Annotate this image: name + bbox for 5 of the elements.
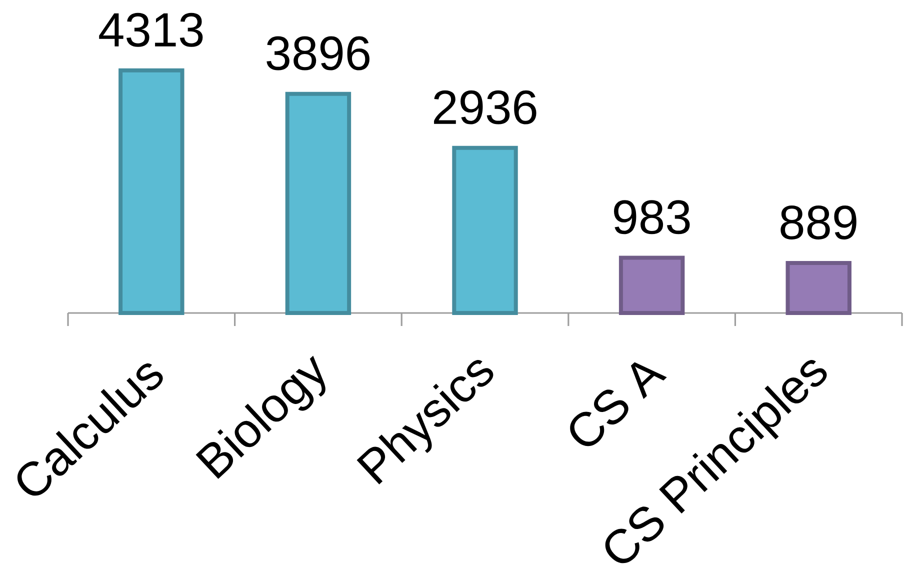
data-label: 4313 — [99, 12, 203, 47]
data-label: 983 — [614, 200, 690, 234]
data-label: 889 — [780, 205, 856, 240]
data-label: 2936 — [434, 90, 536, 124]
data-label: 3896 — [266, 36, 370, 70]
